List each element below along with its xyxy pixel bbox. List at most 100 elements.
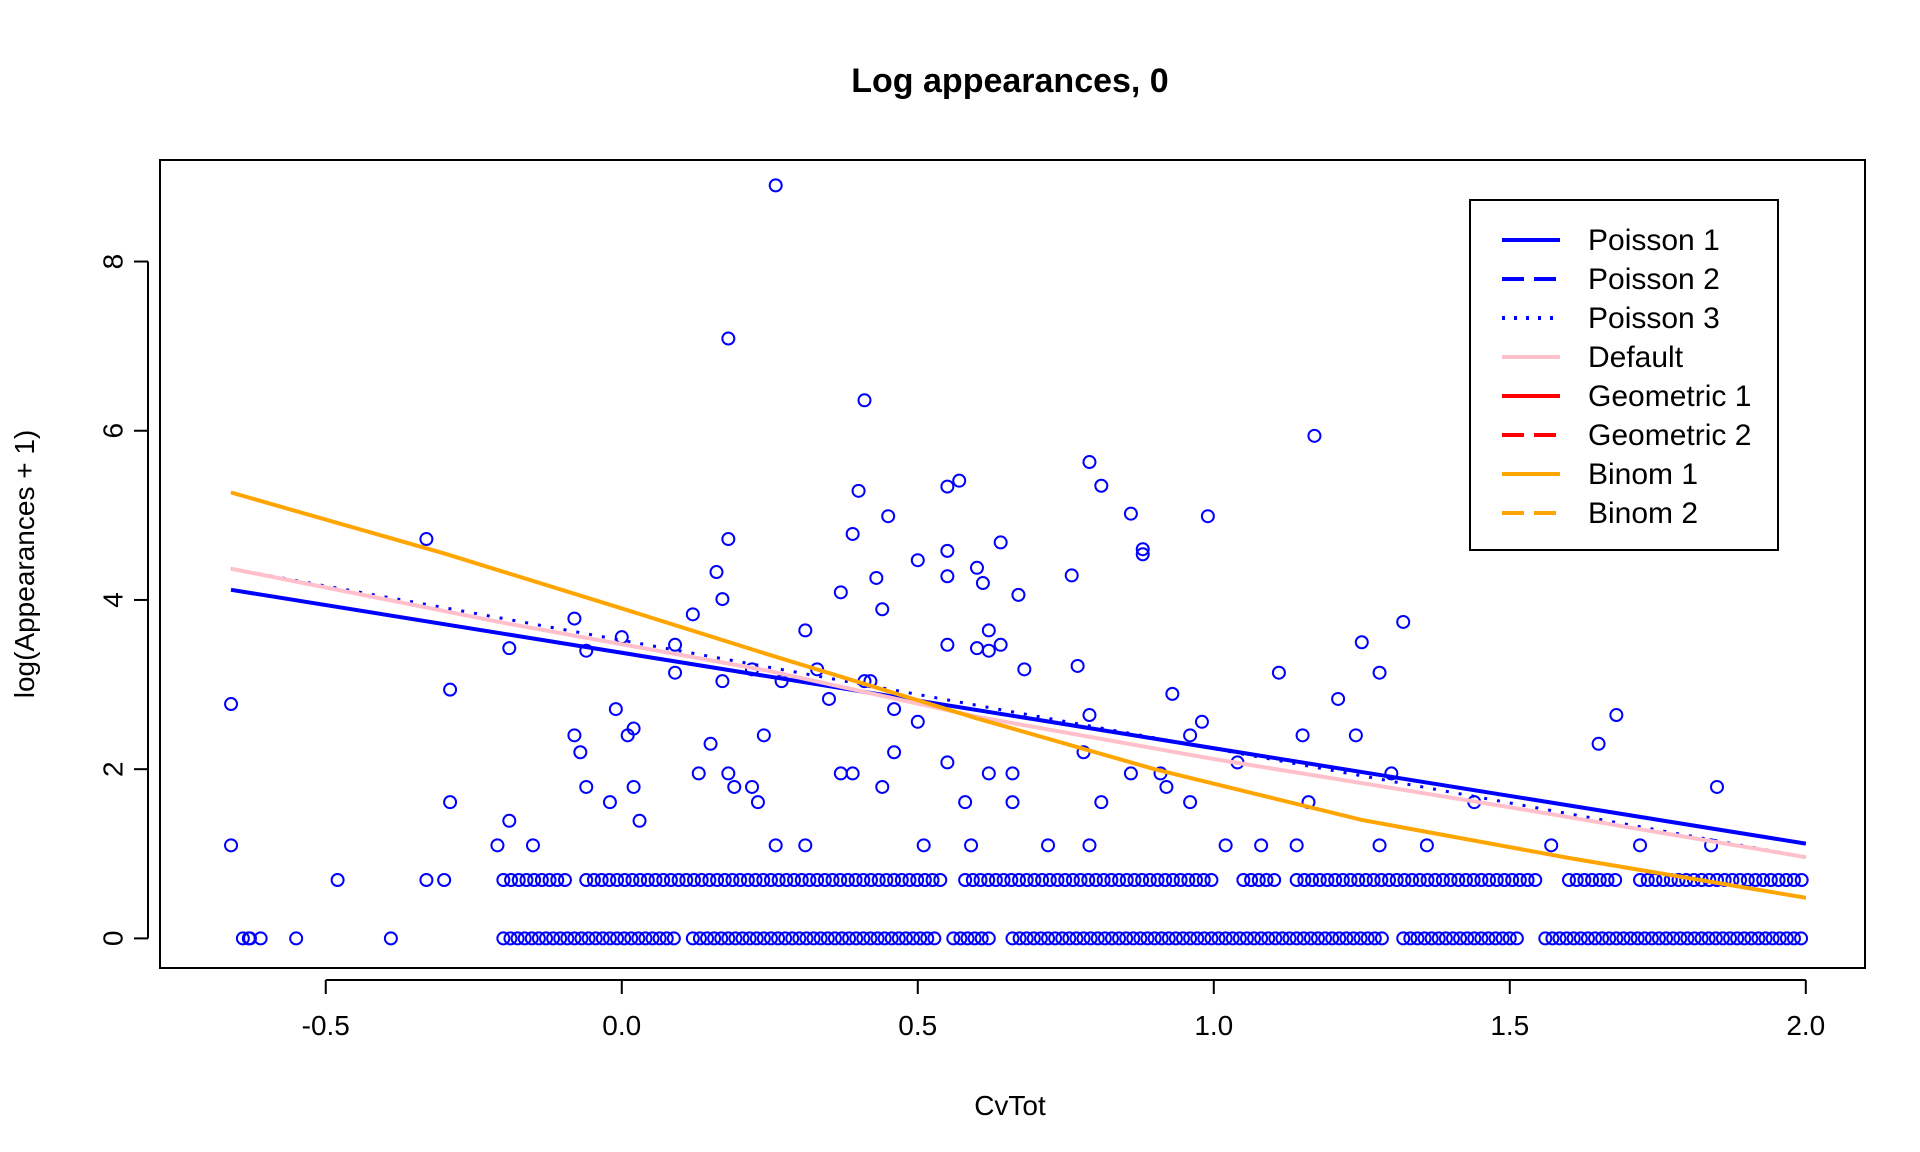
- data-point: [1616, 931, 1631, 946]
- data-point: [1569, 873, 1584, 888]
- data-point: [550, 873, 565, 888]
- data-point: [659, 931, 674, 946]
- data-point: [887, 745, 902, 760]
- data-point: [1580, 931, 1595, 946]
- data-point: [940, 543, 955, 558]
- data-point: [1360, 931, 1375, 946]
- data-point: [1538, 931, 1553, 946]
- data-point: [969, 641, 984, 656]
- data-point: [663, 873, 678, 888]
- data-point: [763, 931, 778, 946]
- data-point: [1289, 931, 1304, 946]
- data-point: [437, 873, 452, 888]
- data-point: [771, 873, 786, 888]
- data-point: [1396, 931, 1411, 946]
- data-point: [792, 931, 807, 946]
- x-tick-label: 0.0: [602, 1010, 641, 1041]
- y-tick-label: 4: [97, 592, 128, 608]
- data-point: [1147, 931, 1162, 946]
- data-point: [740, 873, 755, 888]
- data-point: [1561, 873, 1576, 888]
- data-point: [1417, 931, 1432, 946]
- data-point: [1353, 931, 1368, 946]
- data-point: [1680, 931, 1695, 946]
- data-point: [940, 569, 955, 584]
- legend: Poisson 1 Poisson 2 Poisson 3 Default Geomet…: [1469, 199, 1779, 551]
- data-point: [1412, 873, 1427, 888]
- data-point: [531, 931, 546, 946]
- data-point: [1673, 931, 1688, 946]
- legend-label: Geometric 2: [1588, 419, 1751, 452]
- data-point: [940, 479, 955, 494]
- data-point: [1474, 931, 1489, 946]
- data-point: [825, 873, 840, 888]
- data-point: [1420, 873, 1435, 888]
- data-point: [573, 745, 588, 760]
- fit-line: [230, 588, 1807, 846]
- data-point: [1609, 931, 1624, 946]
- legend-label: Default: [1588, 341, 1684, 374]
- data-point: [625, 873, 640, 888]
- data-point: [1268, 931, 1283, 946]
- data-point: [721, 931, 736, 946]
- legend-label: Binom 1: [1588, 458, 1698, 491]
- data-point: [253, 931, 268, 946]
- data-point: [1289, 873, 1304, 888]
- x-tick-label: -0.5: [302, 1010, 350, 1041]
- data-point: [610, 873, 625, 888]
- data-point: [1154, 931, 1169, 946]
- data-point: [1748, 873, 1763, 888]
- data-point: [887, 873, 902, 888]
- data-point: [1211, 931, 1226, 946]
- data-point: [1225, 931, 1240, 946]
- x-tick-label: 0.5: [898, 1010, 937, 1041]
- data-point: [1573, 931, 1588, 946]
- data-point: [833, 585, 848, 600]
- data-point: [652, 931, 667, 946]
- data-point: [1041, 838, 1056, 853]
- data-point: [981, 873, 996, 888]
- data-point: [1123, 506, 1138, 521]
- data-point: [567, 931, 582, 946]
- data-point: [1438, 931, 1453, 946]
- data-point: [1559, 931, 1574, 946]
- data-point: [511, 873, 526, 888]
- data-point: [1019, 873, 1034, 888]
- data-point: [910, 873, 925, 888]
- data-point: [502, 641, 517, 656]
- data-point: [820, 931, 835, 946]
- data-point: [1474, 873, 1489, 888]
- data-point: [1005, 766, 1020, 781]
- data-point: [1366, 873, 1381, 888]
- data-point: [1275, 931, 1290, 946]
- data-point: [1094, 478, 1109, 493]
- data-point: [1310, 931, 1325, 946]
- fit-line: [230, 491, 1807, 900]
- data-point: [383, 931, 398, 946]
- data-point: [1489, 873, 1504, 888]
- data-point: [624, 931, 639, 946]
- data-point: [827, 931, 842, 946]
- data-point: [1239, 931, 1254, 946]
- data-point: [1005, 931, 1020, 946]
- data-point: [502, 813, 517, 828]
- data-point: [1297, 873, 1312, 888]
- data-point: [750, 795, 765, 810]
- data-point: [594, 873, 609, 888]
- data-point: [871, 873, 886, 888]
- data-point: [602, 873, 617, 888]
- data-point: [1176, 931, 1190, 946]
- data-point: [821, 691, 836, 706]
- data-point: [524, 931, 539, 946]
- axis-ticks: -0.5 0.0 0.5 1.0 1.5 2.0 0 2 4 6 8: [97, 254, 1825, 1041]
- data-point: [525, 838, 540, 853]
- data-point: [638, 931, 653, 946]
- data-point: [875, 602, 890, 617]
- data-point: [996, 873, 1011, 888]
- data-point: [1419, 838, 1434, 853]
- data-point: [1183, 931, 1198, 946]
- data-point: [1466, 873, 1481, 888]
- data-point: [964, 838, 979, 853]
- data-point: [981, 643, 996, 658]
- data-point: [721, 532, 736, 547]
